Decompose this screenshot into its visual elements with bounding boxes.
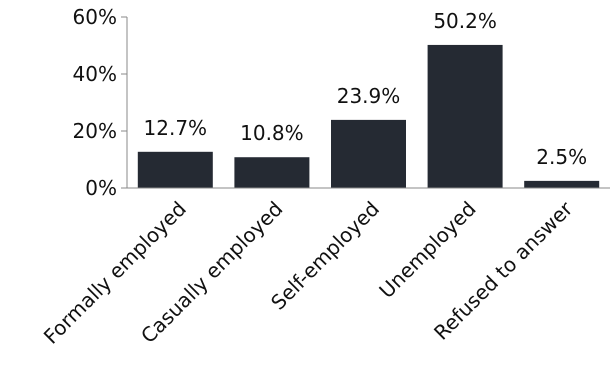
y-axis: 0% 20% 40% 60% bbox=[73, 5, 128, 200]
category-label: Unemployed bbox=[374, 197, 480, 303]
y-tick-label: 0% bbox=[85, 176, 117, 200]
bars: 12.7% 10.8% 23.9% 50.2% 2.5% bbox=[137, 9, 600, 189]
bar bbox=[524, 180, 600, 188]
data-label: 10.8% bbox=[240, 121, 304, 145]
data-label: 2.5% bbox=[536, 145, 587, 169]
y-tick-label: 20% bbox=[73, 119, 117, 143]
data-label: 50.2% bbox=[433, 9, 497, 33]
bar bbox=[137, 151, 213, 188]
bar bbox=[234, 157, 310, 188]
y-tick-label: 60% bbox=[73, 5, 117, 29]
bar bbox=[331, 119, 406, 188]
data-label: 23.9% bbox=[337, 84, 401, 108]
y-tick-label: 40% bbox=[73, 62, 117, 86]
data-label: 12.7% bbox=[144, 116, 208, 140]
bar bbox=[427, 44, 503, 189]
